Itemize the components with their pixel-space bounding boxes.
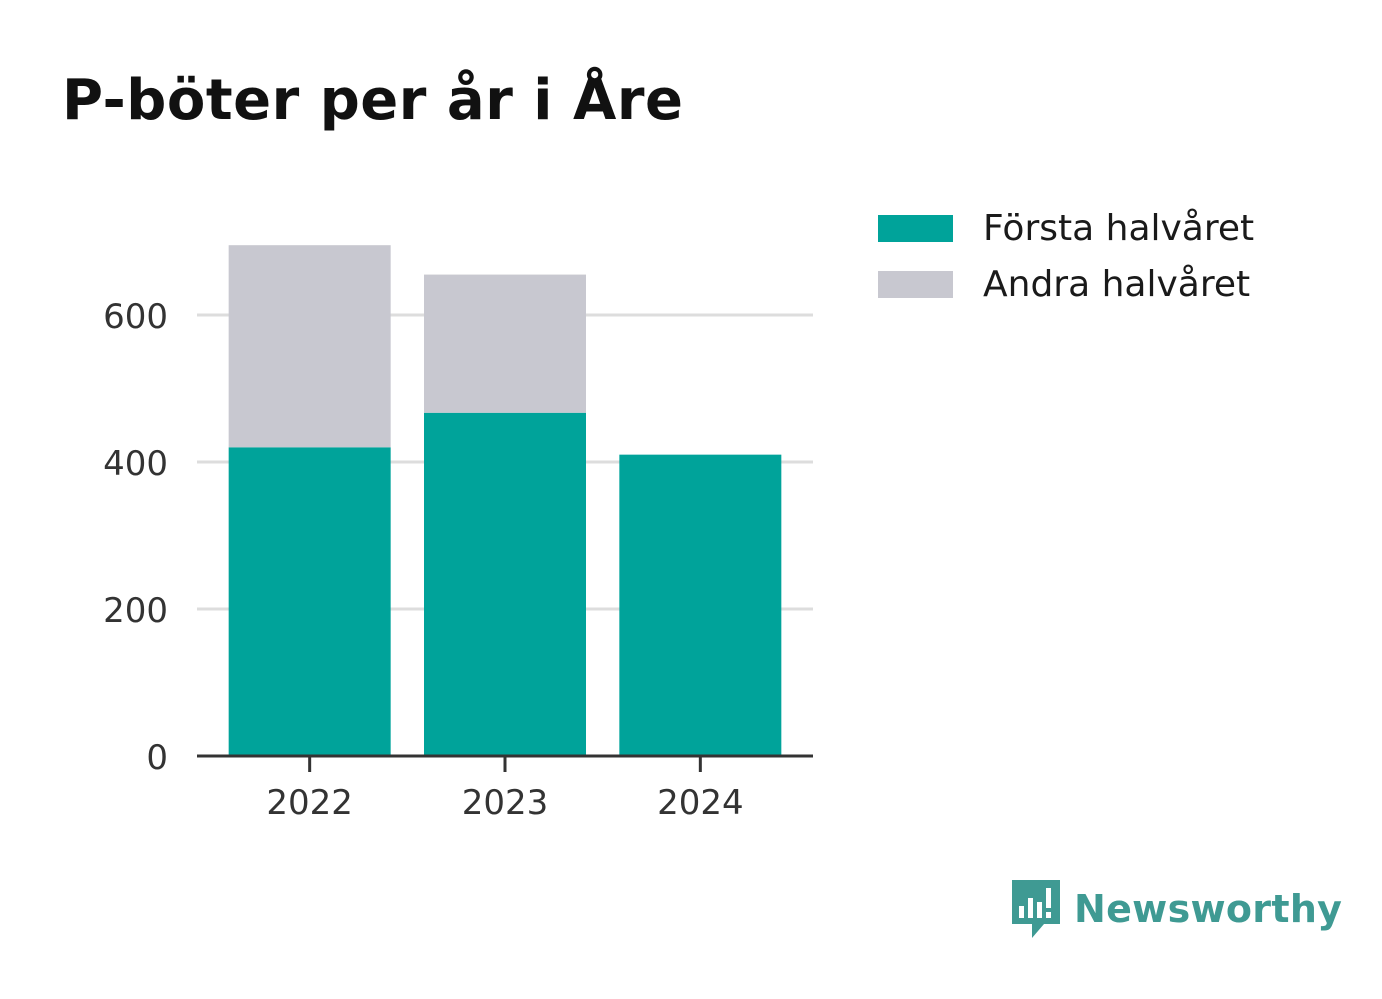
chart-title: P-böter per år i Åre	[62, 68, 684, 133]
legend-swatch-second-half	[878, 270, 953, 298]
x-tick-label-2023: 2023	[462, 783, 549, 823]
y-tick-label-200: 200	[103, 591, 168, 631]
bar-2024-series-1	[619, 454, 782, 756]
y-tick-label-400: 400	[103, 444, 168, 484]
y-tick-label-600: 600	[103, 297, 168, 337]
x-tick-label-2024: 2024	[657, 783, 744, 823]
legend-label-first-half: Första halvåret	[983, 207, 1255, 249]
bar-2022-series-1	[228, 447, 391, 756]
bar-2022-series-2	[228, 245, 391, 448]
brand-logo: Newsworthy	[1010, 878, 1342, 940]
legend: Första halvåret Andra halvåret	[878, 200, 1254, 312]
newsworthy-logo-icon	[1012, 880, 1060, 938]
bar-2023-series-1	[424, 412, 586, 756]
legend-swatch-first-half	[878, 214, 953, 242]
bar-2023-series-2	[424, 274, 586, 413]
x-tick-label-2022: 2022	[266, 783, 353, 823]
brand-name: Newsworthy	[1074, 887, 1343, 931]
y-tick-label-0: 0	[146, 738, 168, 778]
legend-item-first-half: Första halvåret	[878, 200, 1254, 256]
legend-label-second-half: Andra halvåret	[983, 263, 1251, 305]
legend-item-second-half: Andra halvåret	[878, 256, 1254, 312]
